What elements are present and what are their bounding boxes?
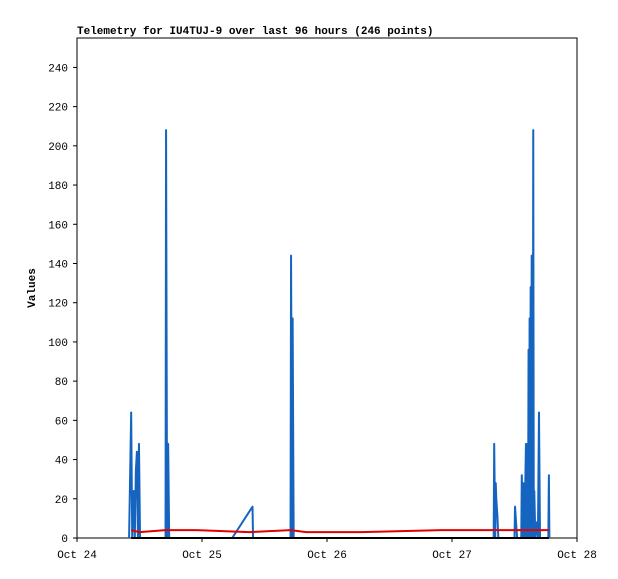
y-tick-label: 160 [48, 220, 68, 232]
x-tick-label: Oct 27 [432, 550, 472, 562]
y-tick-label: 80 [55, 377, 68, 389]
y-tick-label: 180 [48, 181, 68, 193]
chart-title: Telemetry for IU4TUJ-9 over last 96 hour… [77, 26, 433, 38]
y-axis-label: Values [27, 268, 39, 308]
y-tick-label: 20 [55, 495, 68, 507]
y-tick-label: 220 [48, 103, 68, 115]
y-tick-label: 140 [48, 259, 68, 271]
y-tick-label: 60 [55, 416, 68, 428]
y-tick-label: 200 [48, 142, 68, 154]
x-tick-label: Oct 26 [307, 550, 347, 562]
series-line [128, 129, 551, 539]
y-tick-label: 120 [48, 299, 68, 311]
y-tick-label: 40 [55, 456, 68, 468]
x-tick-label: Oct 28 [557, 550, 597, 562]
x-tick-label: Oct 24 [57, 550, 97, 562]
series-line [130, 529, 549, 534]
x-tick-label: Oct 25 [182, 550, 222, 562]
y-tick-label: 240 [48, 63, 68, 75]
y-tick-label: 100 [48, 338, 68, 350]
y-tick-label: 0 [61, 534, 68, 546]
